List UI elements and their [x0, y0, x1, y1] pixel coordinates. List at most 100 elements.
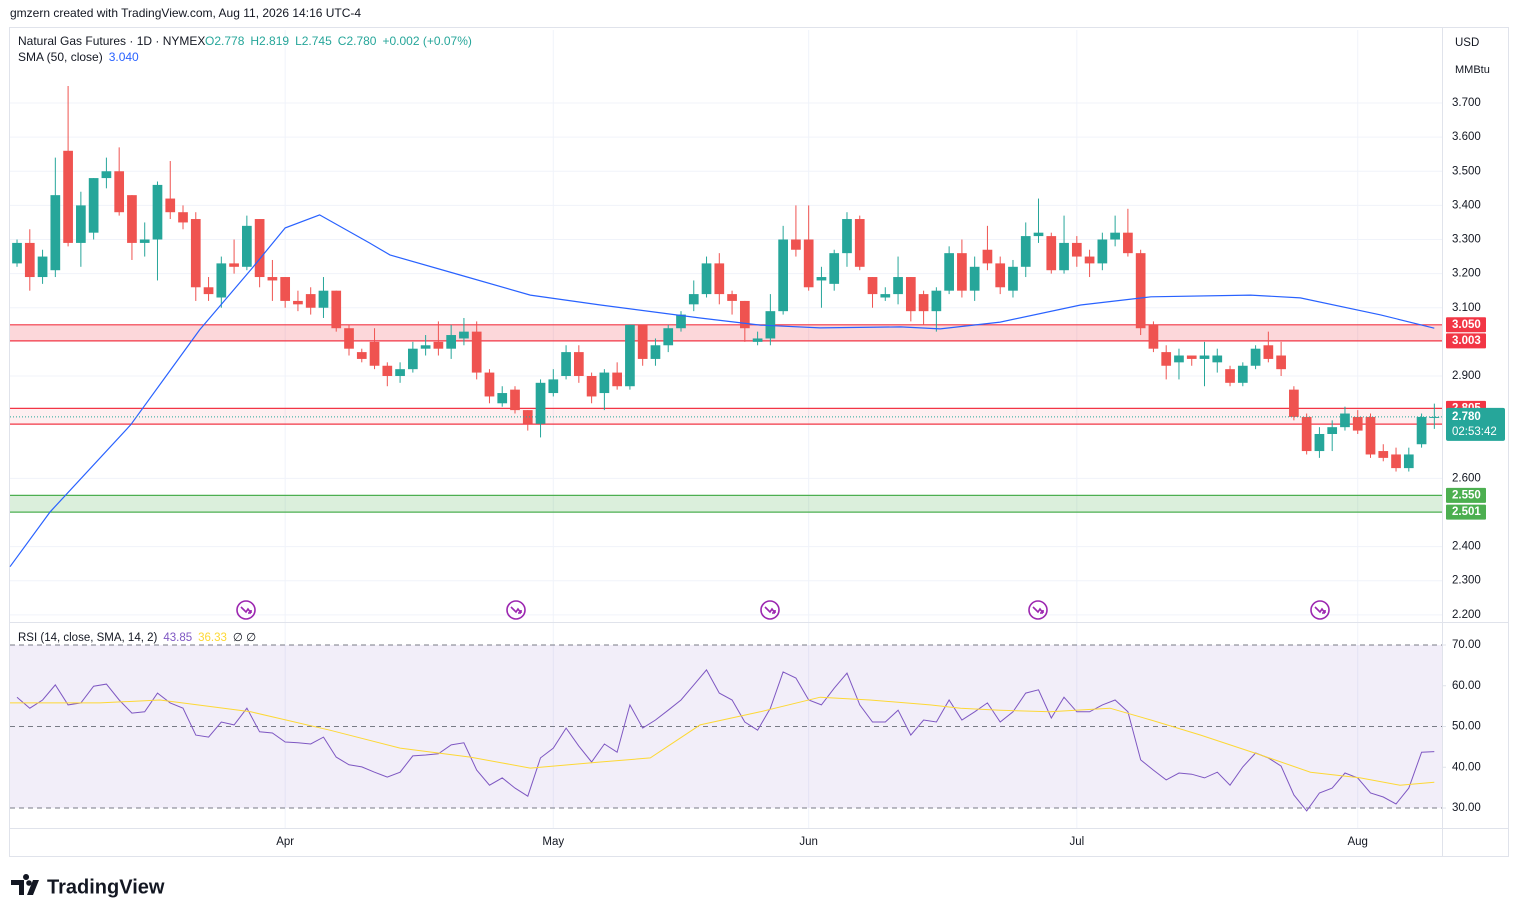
- event-icon: [1028, 600, 1048, 620]
- candle-body: [1378, 451, 1389, 458]
- candle-body: [663, 328, 674, 346]
- zone: [10, 495, 1442, 513]
- y-tick-label: 2.400: [1452, 541, 1481, 553]
- frame: [9, 27, 1509, 857]
- candle-body: [318, 290, 329, 308]
- candle-body: [1123, 232, 1133, 254]
- candle-body: [331, 290, 342, 329]
- candle-body: [727, 294, 737, 301]
- rsi-sma-legend-value: 36.33: [198, 632, 227, 644]
- candle-body: [1289, 389, 1299, 417]
- candle-body: [1276, 355, 1286, 370]
- rsi-legend-value: 43.85: [163, 632, 192, 644]
- candle-body: [190, 219, 201, 288]
- candle-body: [688, 294, 699, 305]
- candle-body: [1071, 242, 1082, 257]
- candle-body: [1365, 416, 1376, 455]
- last-price-label: 2.780: [1452, 411, 1481, 423]
- candle-body: [1033, 232, 1044, 237]
- candle-body: [561, 352, 571, 376]
- candle-body: [446, 335, 457, 349]
- logo-dot: [26, 880, 32, 886]
- candle-body: [395, 369, 405, 376]
- zone-label: 2.550: [1452, 489, 1481, 501]
- countdown: 02:53:42: [1452, 426, 1497, 438]
- candle-body: [765, 311, 776, 339]
- candle-body: [854, 219, 865, 267]
- candle-body: [701, 263, 712, 295]
- candle-body: [305, 294, 316, 308]
- event-icon: [506, 600, 526, 620]
- brand-logo: [11, 874, 39, 895]
- logo-icon: [11, 874, 39, 895]
- legend-field: +0.002 (+0.07%): [382, 34, 471, 48]
- event-icon: [1310, 600, 1330, 620]
- candle-body: [1084, 256, 1095, 264]
- candle-body: [1148, 324, 1159, 349]
- candle-body: [548, 379, 559, 394]
- candle-body: [382, 365, 393, 376]
- candle-body: [969, 266, 980, 291]
- candle-body: [637, 324, 648, 359]
- candle-body: [650, 345, 661, 359]
- candle-body: [1199, 355, 1210, 359]
- candle-body: [1008, 266, 1018, 291]
- rsi-tick-label: 70.00: [1452, 639, 1481, 651]
- candle-body: [1059, 242, 1069, 271]
- brand: TradingView: [47, 876, 165, 898]
- y-tick-label: 3.100: [1452, 302, 1481, 314]
- candle-body: [407, 348, 418, 370]
- candle-body: [778, 239, 788, 312]
- candle-body: [1250, 348, 1261, 366]
- candle-body: [1097, 239, 1108, 264]
- candle-body: [995, 263, 1006, 288]
- candle-body: [918, 294, 929, 312]
- candle-body: [1135, 253, 1146, 329]
- currency: USD: [1455, 37, 1479, 49]
- candle-body: [280, 277, 291, 301]
- candle-body: [229, 263, 239, 267]
- candle-body: [484, 372, 495, 397]
- y-tick-label: 2.600: [1452, 472, 1481, 484]
- candle-body: [1416, 416, 1427, 445]
- candle-body: [944, 253, 954, 291]
- rsi-tick-label: 30.00: [1452, 802, 1481, 814]
- candle-body: [816, 277, 827, 281]
- candle-body: [1174, 355, 1184, 363]
- candle-body: [739, 300, 750, 329]
- candle-body: [676, 314, 686, 329]
- x-tick-label: Apr: [276, 836, 294, 848]
- zone-label-bg: [1446, 333, 1486, 349]
- candle-body: [1301, 416, 1312, 452]
- candle-body: [1020, 236, 1031, 267]
- y-tick-label: 3.300: [1452, 234, 1481, 246]
- legend-name: Natural Gas Futures · 1D · NYMEX: [18, 34, 205, 48]
- event-icon: [236, 600, 256, 620]
- rsi-legend: RSI (14, close, SMA, 14, 2): [18, 632, 158, 644]
- candle-body: [599, 372, 610, 394]
- candle-body: [203, 287, 214, 295]
- candle-body: [1186, 355, 1197, 359]
- zone-label: 3.003: [1452, 335, 1481, 347]
- legend-field: O2.778: [205, 34, 245, 48]
- candle-body: [293, 300, 303, 305]
- rsi-tick-label: 40.00: [1452, 761, 1481, 773]
- x-tick-label: Aug: [1347, 836, 1367, 848]
- candle-body: [356, 352, 367, 359]
- rsi-tick-label: 60.00: [1452, 680, 1481, 692]
- sma-legend-value: 3.040: [109, 50, 139, 64]
- candle-body: [1352, 416, 1363, 431]
- sma-legend: SMA (50, close): [18, 50, 103, 64]
- last-price-bg: [1446, 407, 1505, 441]
- candle-body: [625, 324, 635, 387]
- candle-body: [37, 256, 48, 278]
- candle-body: [88, 178, 99, 233]
- candle-body: [1046, 236, 1057, 271]
- candle-body: [76, 205, 86, 243]
- rsi-tick-label: 50.00: [1452, 721, 1481, 733]
- candle-body: [216, 263, 227, 298]
- candle-body: [1110, 232, 1120, 240]
- candle-body: [497, 393, 508, 404]
- candle-body: [178, 212, 188, 223]
- candle-body: [344, 328, 354, 349]
